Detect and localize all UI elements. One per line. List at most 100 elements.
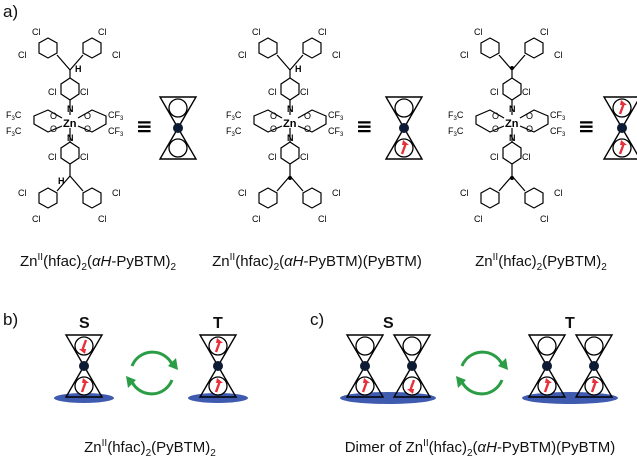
state-label-triplet: T: [213, 315, 223, 332]
exchange-arrowhead: [126, 376, 136, 388]
atom-h: H: [295, 64, 302, 74]
atom-cl: Cl: [332, 188, 341, 198]
atom-cl: Cl: [18, 50, 27, 60]
atom-o: O: [304, 111, 311, 121]
atom-cl: Cl: [80, 152, 89, 162]
atom-cl: Cl: [554, 188, 563, 198]
atom-zn: Zn: [283, 118, 297, 130]
panel-label-c: c): [310, 310, 325, 329]
atom-n: N: [287, 104, 294, 114]
group-cf3: CF3: [328, 126, 344, 138]
atom-cl: Cl: [540, 214, 549, 224]
schematic-two-spins: [603, 96, 637, 160]
molecule-caption-2: ZnII(hfac)2(αH-PyBTM)(PyBTM): [212, 252, 422, 273]
atom-cl: Cl: [522, 152, 531, 162]
atom-h: H: [58, 176, 65, 186]
atom-cl: Cl: [460, 50, 469, 60]
group-f3c: F3C: [448, 110, 464, 122]
caption-panel-b: ZnII(hfac)2(PyBTM)2: [84, 438, 216, 459]
atom-cl: Cl: [300, 152, 309, 162]
atom-cl: Cl: [80, 87, 89, 97]
exchange-arrowhead: [168, 358, 178, 370]
group-cf3: CF3: [108, 126, 124, 138]
atom-cl: Cl: [522, 87, 531, 97]
atom-o: O: [304, 124, 311, 134]
atom-cl: Cl: [460, 188, 469, 198]
atom-cl: Cl: [112, 50, 121, 60]
state-label-singlet: S: [79, 315, 90, 332]
group-cf3: CF3: [108, 110, 124, 122]
molecule-structure-1: [33, 37, 107, 209]
state-label-singlet: S: [383, 315, 394, 332]
triplet-dimer-right: [575, 334, 613, 398]
atom-o: O: [50, 111, 57, 121]
atom-cl: Cl: [474, 27, 483, 37]
exchange-arrowhead: [498, 358, 508, 370]
atom-n: N: [509, 104, 516, 114]
atom-o: O: [526, 111, 533, 121]
atom-cl: Cl: [48, 87, 57, 97]
atom-n: N: [509, 133, 516, 143]
group-cf3: CF3: [550, 126, 566, 138]
contact-ellipse: [188, 393, 248, 403]
exchange-arrowhead: [456, 376, 466, 388]
group-f3c: F3C: [226, 110, 242, 122]
singlet-unit-b: [65, 334, 103, 398]
atom-cl: Cl: [98, 214, 107, 224]
exchange-arrows-b: [130, 350, 174, 396]
singlet-dimer-right: [393, 334, 431, 398]
group-cf3: CF3: [550, 110, 566, 122]
atom-cl: Cl: [268, 87, 277, 97]
molecule-caption-3: ZnII(hfac)2(PyBTM)2: [475, 252, 607, 273]
contact-ellipse: [54, 393, 114, 403]
atom-cl: Cl: [318, 214, 327, 224]
atom-cl: Cl: [98, 27, 107, 37]
atom-cl: Cl: [238, 50, 247, 60]
atom-o: O: [492, 124, 499, 134]
atom-o: O: [492, 111, 499, 121]
atom-cl: Cl: [252, 214, 261, 224]
schematic-no-spin: [159, 96, 197, 160]
atom-cl: Cl: [318, 27, 327, 37]
atom-cl: Cl: [112, 188, 121, 198]
molecule-caption-1: ZnII(hfac)2(αH-PyBTM)2: [20, 252, 177, 273]
atom-cl: Cl: [32, 27, 41, 37]
atom-cl: Cl: [48, 152, 57, 162]
group-f3c: F3C: [6, 110, 22, 122]
molecule-structure-2: [253, 37, 327, 209]
atom-cl: Cl: [300, 87, 309, 97]
atom-o: O: [84, 111, 91, 121]
atom-zn: Zn: [63, 118, 77, 130]
atom-cl: Cl: [238, 188, 247, 198]
atom-o: O: [270, 111, 277, 121]
group-f3c: F3C: [448, 126, 464, 138]
atom-n: N: [67, 104, 74, 114]
atom-n: N: [67, 133, 74, 143]
atom-o: O: [50, 124, 57, 134]
atom-o: O: [270, 124, 277, 134]
atom-cl: Cl: [18, 188, 27, 198]
atom-cl: Cl: [490, 152, 499, 162]
atom-cl: Cl: [490, 87, 499, 97]
schematic-one-spin: [385, 96, 423, 160]
atom-o: O: [84, 124, 91, 134]
atom-cl: Cl: [268, 152, 277, 162]
equiv-symbol: ≡: [578, 114, 595, 138]
panel-label-b: b): [3, 310, 19, 329]
singlet-dimer-left: [346, 334, 384, 398]
atom-o: O: [526, 124, 533, 134]
contact-ellipse: [340, 392, 436, 404]
state-label-triplet: T: [565, 315, 575, 332]
triplet-unit-b: [199, 334, 237, 398]
atom-cl: Cl: [474, 214, 483, 224]
triplet-dimer-left: [528, 334, 566, 398]
exchange-arrows-c: [460, 350, 504, 396]
atom-cl: Cl: [32, 214, 41, 224]
caption-panel-c: Dimer of ZnII(hfac)2(αH-PyBTM)(PyBTM): [344, 438, 616, 459]
atom-cl: Cl: [554, 50, 563, 60]
atom-zn: Zn: [505, 118, 519, 130]
atom-h: H: [75, 64, 82, 74]
atom-cl: Cl: [540, 27, 549, 37]
atom-n: N: [287, 133, 294, 143]
